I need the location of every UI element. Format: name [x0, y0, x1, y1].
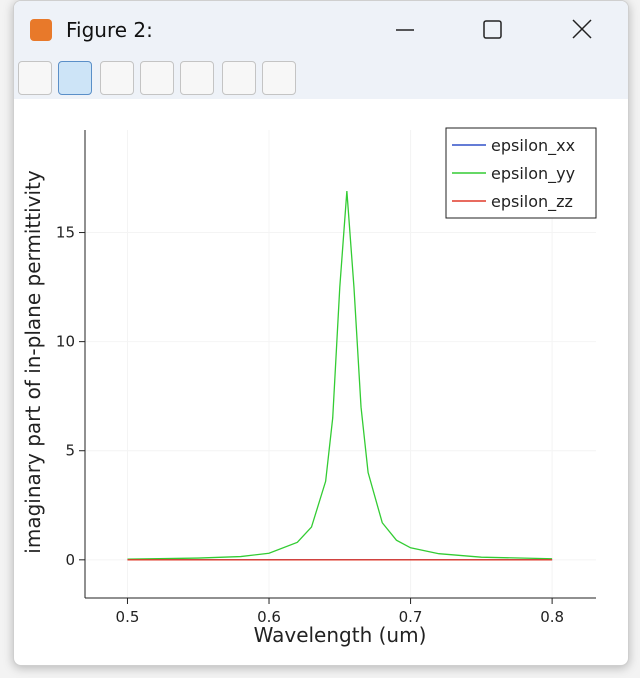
- x-tick-label: 0.5: [116, 608, 140, 626]
- title-bar: Figure 2:: [14, 1, 628, 59]
- close-button[interactable]: [572, 19, 592, 39]
- x-tick-label: 0.6: [257, 608, 281, 626]
- y-axis-label: imaginary part of in-plane permittivity: [21, 170, 45, 554]
- x-tick-label: 0.7: [399, 608, 423, 626]
- legend-label: epsilon_yy: [491, 164, 575, 184]
- legend-label: epsilon_zz: [491, 192, 573, 212]
- y-tick-label: 5: [65, 442, 75, 460]
- x-tick-label: 0.8: [540, 608, 564, 626]
- x-axis-label: Wavelength (um): [254, 623, 427, 647]
- window-title: Figure 2:: [66, 18, 153, 42]
- zoom-tool[interactable]: [58, 61, 92, 95]
- marker-tool[interactable]: [222, 61, 256, 95]
- title-bar-graphics: Figure 2:: [30, 18, 592, 42]
- maximize-button[interactable]: [483, 20, 502, 39]
- app-icon: [30, 19, 52, 41]
- figure-window: Figure 2:: [13, 0, 629, 666]
- chart: Wavelength (um) imaginary part of in-pla…: [21, 127, 597, 647]
- y-tick-label: 15: [56, 224, 75, 242]
- edit-tool[interactable]: [262, 61, 296, 95]
- export-tool[interactable]: [180, 61, 214, 95]
- legend-label: epsilon_xx: [491, 136, 575, 156]
- data-cursor-tool[interactable]: [140, 61, 174, 95]
- select-tool[interactable]: [18, 61, 52, 95]
- y-tick-label: 0: [65, 551, 75, 569]
- toolbar: [14, 59, 628, 99]
- pan-tool[interactable]: [100, 61, 134, 95]
- data-line: [127, 191, 553, 560]
- y-tick-label: 10: [56, 333, 75, 351]
